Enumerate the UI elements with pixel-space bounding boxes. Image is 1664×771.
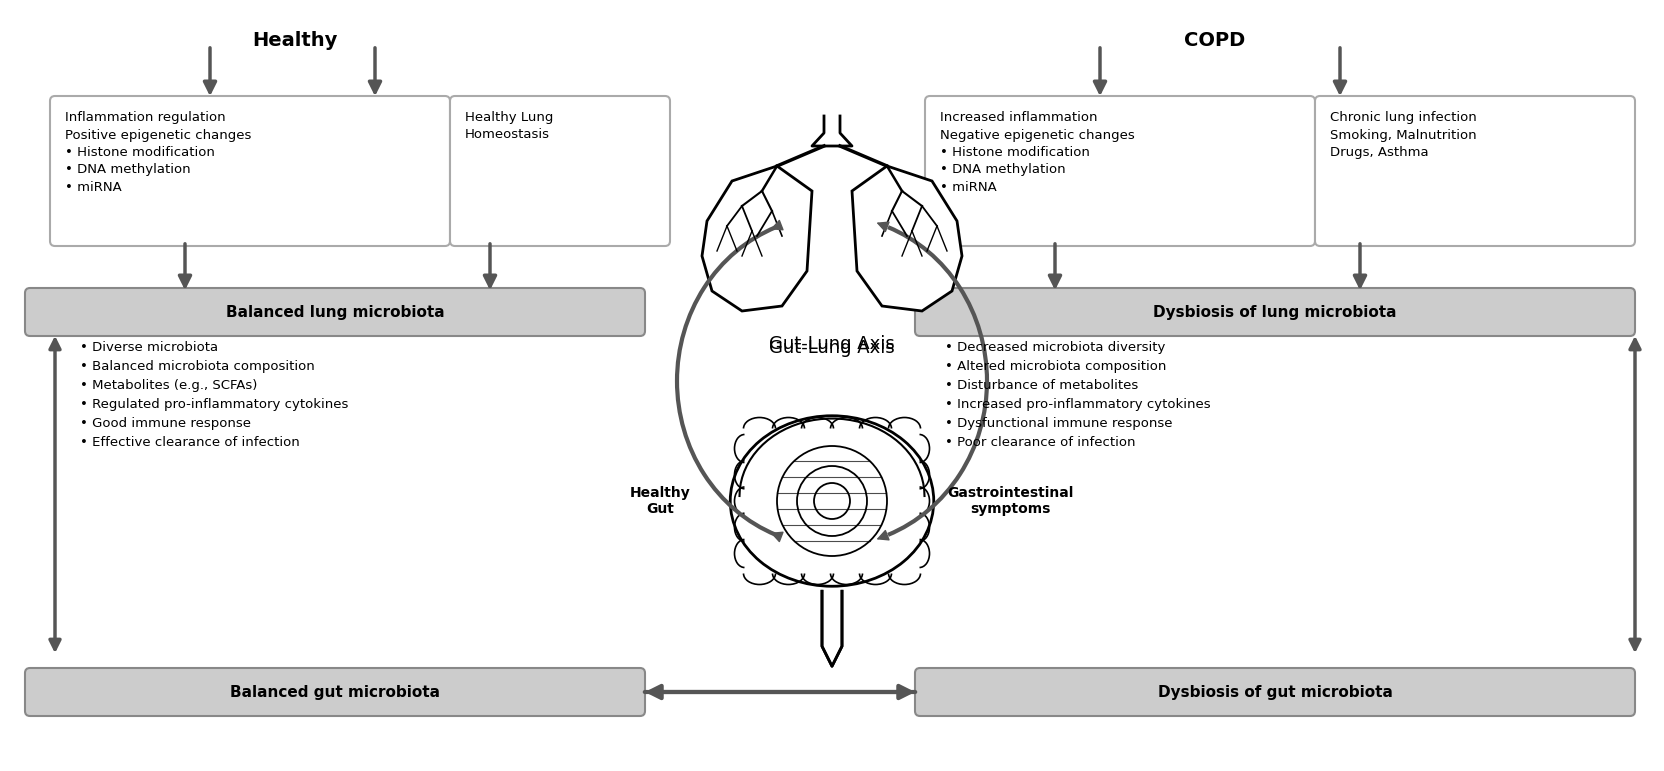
FancyBboxPatch shape — [915, 288, 1634, 336]
FancyBboxPatch shape — [915, 668, 1634, 716]
FancyBboxPatch shape — [449, 96, 669, 246]
Polygon shape — [812, 116, 852, 146]
FancyBboxPatch shape — [25, 288, 644, 336]
Polygon shape — [702, 166, 812, 311]
Polygon shape — [822, 591, 842, 666]
FancyBboxPatch shape — [50, 96, 449, 246]
Text: Chronic lung infection
Smoking, Malnutrition
Drugs, Asthma: Chronic lung infection Smoking, Malnutri… — [1330, 111, 1476, 159]
Text: Inflammation regulation
Positive epigenetic changes
• Histone modification
• DNA: Inflammation regulation Positive epigene… — [65, 111, 251, 194]
FancyBboxPatch shape — [925, 96, 1315, 246]
Text: Increased inflammation
Negative epigenetic changes
• Histone modification
• DNA : Increased inflammation Negative epigenet… — [940, 111, 1135, 194]
Text: COPD: COPD — [1183, 31, 1245, 50]
Text: • Decreased microbiota diversity
• Altered microbiota composition
• Disturbance : • Decreased microbiota diversity • Alter… — [945, 341, 1210, 449]
Text: Balanced gut microbiota: Balanced gut microbiota — [230, 685, 439, 699]
Text: Gut-Lung Axis: Gut-Lung Axis — [769, 335, 894, 353]
Text: Gut-Lung Axis: Gut-Lung Axis — [769, 339, 894, 357]
FancyBboxPatch shape — [25, 668, 644, 716]
Text: Healthy
Gut: Healthy Gut — [629, 486, 691, 516]
Polygon shape — [852, 166, 962, 311]
Text: Gastrointestinal
symptoms: Gastrointestinal symptoms — [947, 486, 1073, 516]
Text: Healthy Lung
Homeostasis: Healthy Lung Homeostasis — [464, 111, 552, 142]
FancyBboxPatch shape — [1315, 96, 1634, 246]
Text: • Diverse microbiota
• Balanced microbiota composition
• Metabolites (e.g., SCFA: • Diverse microbiota • Balanced microbio… — [80, 341, 348, 449]
Text: Dysbiosis of gut microbiota: Dysbiosis of gut microbiota — [1156, 685, 1391, 699]
Text: Dysbiosis of lung microbiota: Dysbiosis of lung microbiota — [1153, 305, 1396, 319]
Text: Balanced lung microbiota: Balanced lung microbiota — [226, 305, 444, 319]
Text: Healthy: Healthy — [253, 31, 338, 50]
